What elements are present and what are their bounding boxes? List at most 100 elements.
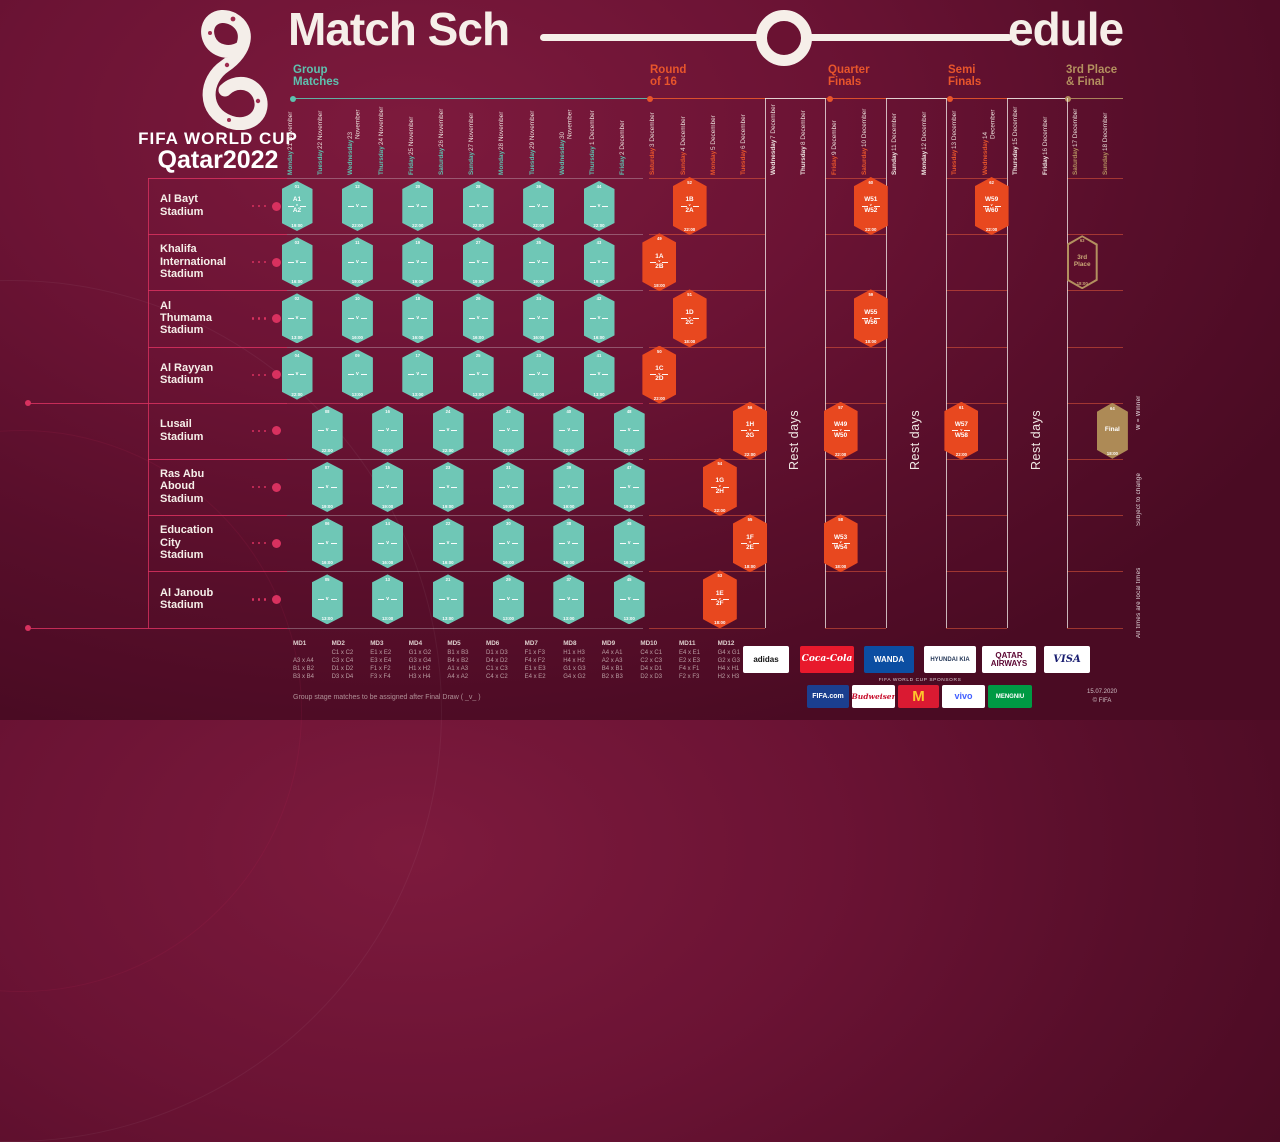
date-value: 6 December — [740, 113, 747, 149]
row-divider-knockout — [1067, 458, 1123, 460]
sponsor-adidas: adidas — [743, 646, 789, 673]
match-fixture: v — [318, 414, 337, 448]
sponsor-wanda: WANDA — [864, 646, 914, 673]
stadium-connector-dot — [252, 373, 255, 376]
rest-band-line — [946, 98, 948, 628]
stadium-connector-dot — [258, 205, 261, 208]
date-column-6: Saturday 26 November — [438, 103, 458, 175]
kickoff-time: 13:00 — [593, 391, 605, 397]
world-cup-emblem-icon — [201, 10, 268, 130]
match-badge-07: 07 v 19:00 — [311, 462, 343, 512]
date-value: 3 December — [649, 111, 657, 147]
row-divider-grid — [287, 346, 643, 348]
row-divider-knockout — [825, 346, 886, 348]
match-badge-39: 39 v 19:00 — [553, 462, 585, 512]
stadium-label-7: Education City Stadium — [160, 524, 214, 561]
row-divider-grid — [287, 458, 643, 460]
versus-placeholder: v — [439, 484, 458, 490]
legend-header: MD10 — [640, 640, 658, 647]
date-day: Saturday — [1072, 147, 1080, 175]
stadium-connector-dot — [264, 486, 267, 489]
match-number: 56 — [747, 404, 753, 410]
date-column-12: Friday 2 December — [619, 103, 639, 175]
row-divider-grid — [287, 234, 643, 236]
versus-separator: v — [711, 485, 729, 489]
match-badge-44: 44 v 22:00 — [583, 181, 615, 231]
row-divider-left — [148, 458, 287, 461]
legend-fixtures: G4 x G1 G2 x G3 H4 x H1 H2 x H3 — [717, 650, 740, 680]
stadium-connector-dot — [264, 373, 267, 376]
match-number: 21 — [445, 577, 451, 583]
timeline-segment — [1067, 98, 1123, 100]
qatar-2022-wordmark: Qatar2022 — [157, 146, 279, 174]
date-column-13: Saturday 3 December — [649, 103, 669, 175]
stadium-connector-dot — [252, 429, 255, 432]
sponsor-mengniu: MENGNIU — [988, 685, 1032, 708]
versus-placeholder: v — [408, 372, 427, 377]
stadium-label-2: Khalifa International Stadium — [160, 243, 227, 280]
versus-placeholder: v — [620, 428, 639, 433]
date-value: 4 December — [679, 116, 687, 151]
date-day: Sunday — [679, 151, 687, 175]
match-number: 44 — [596, 184, 602, 189]
versus-placeholder: v — [288, 315, 307, 321]
kickoff-time: 13:00 — [442, 616, 454, 622]
date-day: Monday — [709, 150, 717, 175]
timeline-segment — [886, 98, 946, 100]
kickoff-time: 22:00 — [442, 447, 454, 453]
versus-placeholder: v — [469, 203, 488, 209]
kickoff-time: 13:00 — [502, 616, 514, 622]
kickoff-time: 16:00 — [472, 335, 484, 341]
versus-placeholder: v — [469, 315, 488, 321]
kickoff-time: 22:00 — [714, 508, 726, 513]
match-fixture: 1D v 2C — [681, 297, 699, 339]
match-number: 60 — [868, 180, 874, 185]
kickoff-time: 18:00 — [1076, 281, 1088, 287]
legend-header: MD11 — [679, 640, 696, 647]
match-fixture: v — [529, 189, 548, 223]
date-day: Wednesday — [770, 139, 778, 175]
date-column-20: Saturday 10 December — [861, 103, 881, 175]
match-badge-37: 37 v 13:00 — [553, 574, 585, 625]
date-day: Friday — [407, 155, 415, 175]
publication-footer: 15.07.2020 © FIFA — [1062, 688, 1142, 706]
match-number: 03 — [294, 240, 300, 246]
row-divider-knockout — [825, 458, 886, 460]
stadium-connector-bullet — [272, 538, 281, 548]
rest-band-line — [1067, 98, 1069, 628]
match-badge-21: 21 v 13:00 — [432, 574, 464, 625]
match-fixture: v — [408, 245, 427, 279]
stadium-connector-dot — [252, 205, 255, 208]
match-badge-20: 20 v 22:00 — [402, 181, 434, 231]
row-divider-left — [148, 571, 287, 573]
rest-days-label-3: Rest days — [1029, 409, 1043, 470]
stadium-connector-dot — [264, 542, 267, 545]
legend-column-MD7: MD7 F1 x F3 F4 x F2 E1 x E3 E4 x E2 — [525, 640, 562, 681]
match-fixture: 1E v 2F — [711, 578, 729, 620]
team-slot-home: W59 — [985, 196, 999, 204]
versus-placeholder: v — [499, 596, 518, 602]
row-divider-left — [148, 346, 287, 348]
versus-separator: v — [681, 204, 699, 208]
fifa-world-cup-wordmark: FIFA WORLD CUP — [138, 129, 298, 148]
row-divider-dot — [25, 625, 31, 631]
versus-separator: v — [650, 372, 668, 377]
date-value: 23 November — [347, 109, 362, 139]
match-number: 08 — [324, 408, 330, 414]
match-fixture: v — [559, 470, 578, 504]
match-badge-22: 22 v 16:00 — [432, 518, 464, 569]
date-column-24: Wednesday 14 December — [982, 103, 1002, 175]
date-value: 18 December — [1102, 112, 1110, 151]
versus-separator: v — [741, 428, 759, 433]
match-badge-33: 33 v 13:00 — [523, 349, 555, 400]
match-number: 29 — [506, 577, 511, 583]
match-badge-51: 51 1D v 2C 18:00 — [672, 289, 707, 348]
date-value: 15 December — [1011, 106, 1019, 146]
match-fixture: v — [408, 189, 427, 223]
timeline-segment — [825, 98, 886, 100]
kickoff-time: 13:00 — [412, 391, 424, 397]
rest-days-label-1: Rest days — [787, 409, 801, 470]
versus-placeholder: v — [378, 428, 397, 433]
team-slot-home: 1F — [746, 533, 754, 541]
team-slot-away: 2F — [716, 600, 724, 608]
